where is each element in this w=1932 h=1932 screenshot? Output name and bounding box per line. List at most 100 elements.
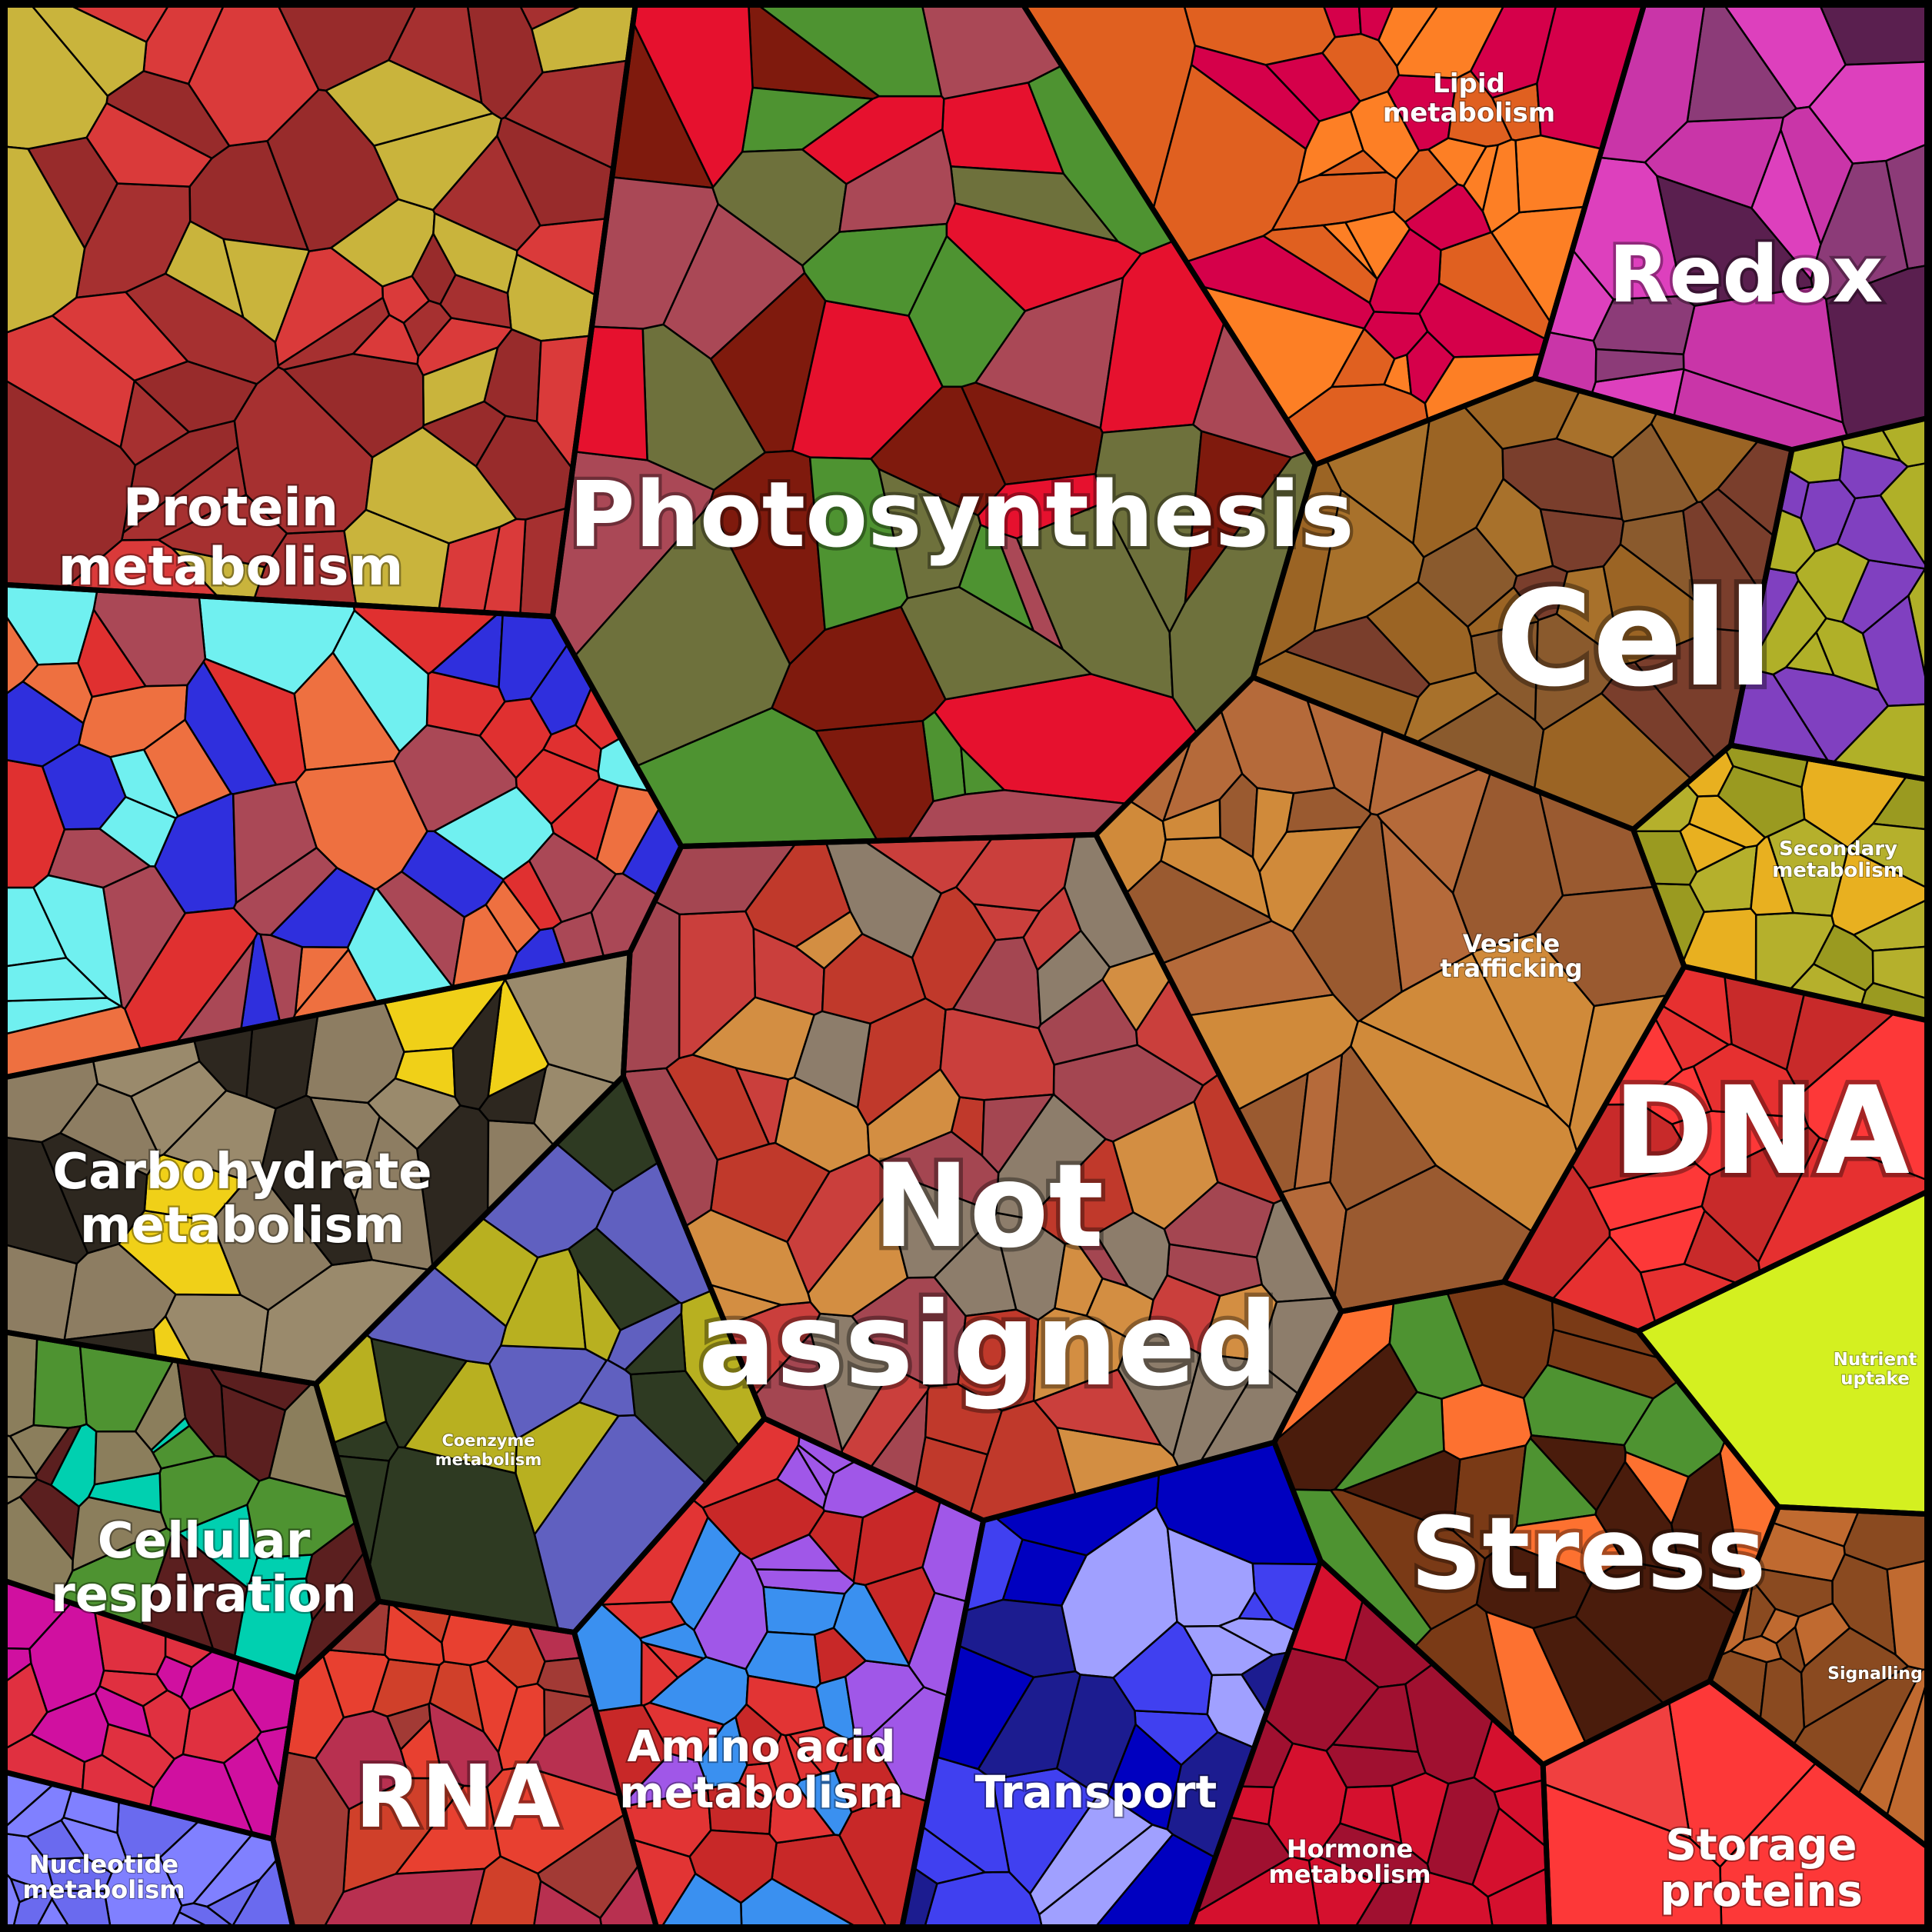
- cell: [1166, 1526, 1256, 1627]
- cell: [93, 1430, 162, 1486]
- rna-label: RNA: [355, 1747, 561, 1847]
- coenzyme-metabolism-label-line-2: metabolism: [435, 1451, 542, 1469]
- region-nucleotide-metabolism: [0, 1770, 295, 1932]
- cell: [1293, 1052, 1344, 1191]
- region-border-coenzyme-metabolism: [312, 1071, 768, 1636]
- cell: [1682, 501, 1764, 634]
- cell: [1534, 612, 1624, 731]
- cell: [0, 376, 137, 590]
- region-rna: [271, 1600, 659, 1932]
- cell: [1757, 1136, 1932, 1274]
- storage-proteins-label-line-2: proteins: [1660, 1867, 1862, 1917]
- region-border-hormone-metabolism: [1185, 1556, 1553, 1932]
- coenzyme-metabolism-label-line-1: Coenzyme: [441, 1431, 535, 1450]
- secondary-metabolism-label-line-2: metabolism: [1772, 859, 1904, 882]
- cell: [478, 1066, 548, 1124]
- cell: [657, 1872, 743, 1932]
- storage-proteins-label-line-1: Storage: [1665, 1820, 1857, 1870]
- cell: [884, 1168, 998, 1279]
- region-unlabelled-left: [0, 583, 683, 1080]
- cell: [981, 1093, 1056, 1175]
- redox-label: Redox: [1609, 229, 1884, 321]
- cell: [40, 1131, 148, 1254]
- dna-label: DNA: [1613, 1061, 1910, 1202]
- cell: [1094, 1211, 1171, 1301]
- cell: [1022, 885, 1082, 972]
- cell: [1331, 1683, 1420, 1754]
- transport-label: Transport: [975, 1766, 1217, 1818]
- cell: [576, 1265, 622, 1362]
- vesicle-trafficking-label-line-2: trafficking: [1440, 954, 1582, 983]
- protein-metabolism-label-line-2: metabolism: [58, 537, 404, 598]
- cell: [0, 1661, 48, 1753]
- cell: [640, 1640, 680, 1707]
- region-photosynthesis: [551, 0, 1317, 848]
- cell: [1462, 144, 1500, 214]
- cell: [1470, 620, 1539, 723]
- cell: [246, 1476, 358, 1560]
- cell: [1340, 1449, 1461, 1533]
- cell: [745, 1674, 826, 1737]
- cell: [1700, 1126, 1821, 1264]
- cell: [85, 102, 214, 188]
- cell: [32, 1336, 88, 1429]
- cell: [156, 493, 288, 568]
- nutrient-uptake-label-line-1: Nutrient: [1834, 1350, 1917, 1370]
- cell: [35, 1424, 83, 1487]
- cell: [497, 1682, 546, 1771]
- cellular-respiration-label-line-2: respiration: [51, 1567, 357, 1624]
- carbohydrate-metabolism-label-line-2: metabolism: [80, 1198, 405, 1254]
- cell: [1750, 1567, 1834, 1618]
- amino-acid-metabolism-label-line-2: metabolism: [619, 1768, 904, 1818]
- cell: [58, 0, 173, 44]
- cell: [1161, 798, 1221, 841]
- region-stress: [1273, 1281, 1780, 1766]
- region-hormone-metabolism: [1188, 1559, 1551, 1932]
- nutrient-uptake-label-line-2: uptake: [1840, 1369, 1910, 1389]
- stress-label: Stress: [1411, 1495, 1767, 1612]
- not-assigned-label-line-2: assigned: [698, 1278, 1278, 1412]
- region-cell: [1251, 377, 1794, 831]
- cell: [108, 748, 179, 820]
- hormone-metabolism-label-line-2: metabolism: [1268, 1860, 1431, 1889]
- nucleotide-metabolism-label-line-2: metabolism: [22, 1875, 185, 1904]
- cell: [71, 1496, 168, 1573]
- cell: [1594, 348, 1685, 383]
- lipid-metabolism-label-line-2: metabolism: [1383, 98, 1555, 128]
- signalling-label: Signalling: [1827, 1664, 1923, 1684]
- region-border-signalling: [1706, 1504, 1932, 1854]
- cell: [1747, 578, 1827, 676]
- lipid-metabolism-label-line-1: Lipid: [1433, 68, 1505, 99]
- cell: [351, 313, 420, 365]
- cell: [1847, 822, 1932, 891]
- cellular-respiration-label-line-1: Cellular: [98, 1513, 311, 1570]
- cell: [1357, 0, 1397, 42]
- cell: [117, 1209, 242, 1296]
- cell: [550, 778, 620, 861]
- hormone-metabolism-label-line-1: Hormone: [1287, 1834, 1413, 1864]
- region-amino-acid-metabolism: [573, 1417, 985, 1932]
- nucleotide-metabolism-label-line-1: Nucleotide: [29, 1850, 178, 1879]
- cell: [331, 608, 430, 754]
- cell: [384, 1601, 445, 1667]
- cell: [51, 291, 190, 382]
- cell: [688, 1829, 778, 1904]
- cell: [259, 1094, 374, 1267]
- cell: [1838, 445, 1910, 500]
- cell: [1368, 227, 1442, 315]
- region-border-vesicle-trafficking: [1092, 674, 1687, 1315]
- cell: [1871, 945, 1932, 1001]
- region-border-unlabelled-bottom-left: [0, 1576, 301, 1843]
- protein-metabolism-label-line-1: Protein: [123, 478, 338, 538]
- cell: [1328, 1488, 1487, 1631]
- cell: [1357, 951, 1551, 1110]
- cell: [1717, 764, 1806, 839]
- cell: [1379, 818, 1476, 994]
- cell: [0, 680, 85, 768]
- cell: [832, 1582, 911, 1667]
- cell: [1032, 1307, 1131, 1403]
- secondary-metabolism-label-line-1: Secondary: [1779, 838, 1897, 861]
- cell: [232, 781, 318, 905]
- cell: [958, 523, 1036, 633]
